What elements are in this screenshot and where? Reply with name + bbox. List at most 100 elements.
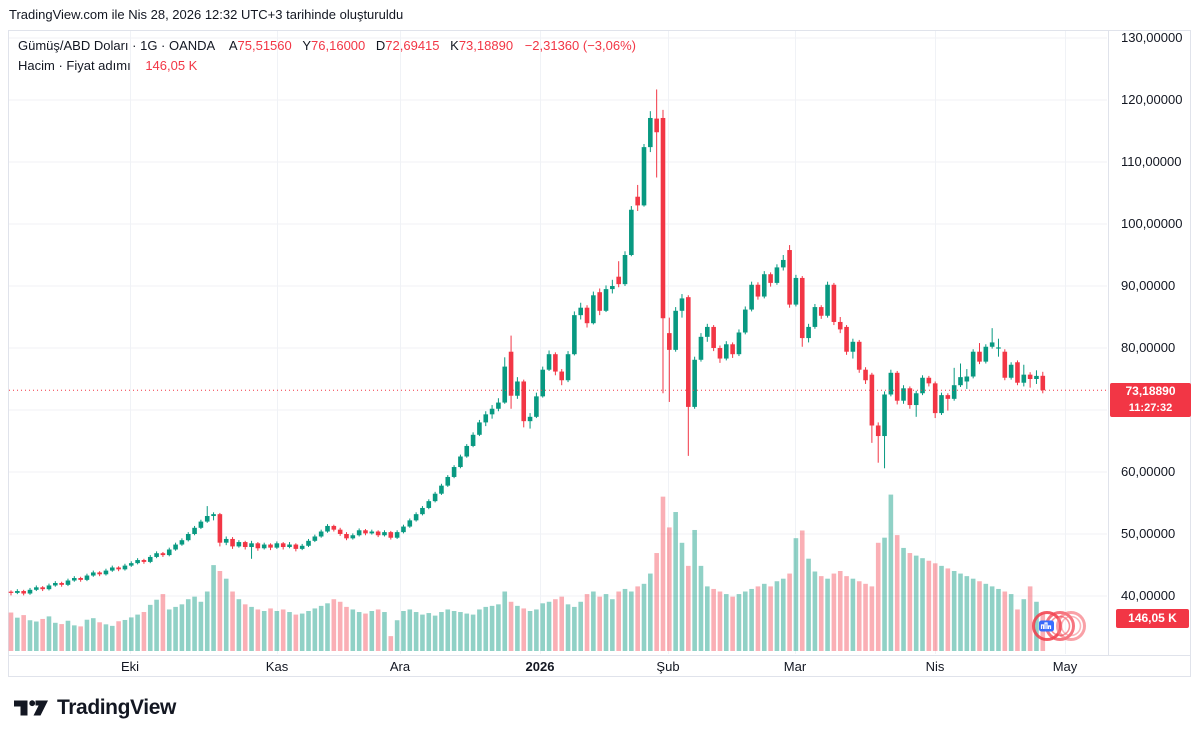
candle-body bbox=[736, 332, 742, 355]
candle-body bbox=[863, 369, 868, 381]
candle-body bbox=[318, 531, 324, 537]
candle-body bbox=[534, 396, 539, 417]
volume-bar bbox=[413, 612, 419, 651]
candle-body bbox=[825, 284, 830, 316]
volume-bar bbox=[242, 604, 248, 651]
candle-body bbox=[217, 514, 223, 543]
candle-body bbox=[597, 292, 602, 311]
candle-body bbox=[173, 544, 178, 550]
price-tick-label: 90,00000 bbox=[1121, 278, 1176, 293]
candle-body bbox=[679, 298, 685, 311]
volume-bar bbox=[470, 614, 476, 651]
volume-bar bbox=[711, 588, 716, 651]
volume-bar bbox=[616, 591, 621, 651]
candle-body bbox=[989, 342, 995, 347]
volume-bar bbox=[926, 560, 932, 651]
candle-body bbox=[970, 351, 976, 377]
volume-current-value: 146,05 K bbox=[145, 58, 198, 73]
volume-bar bbox=[407, 609, 413, 651]
candle-body bbox=[1008, 364, 1014, 378]
candle-body bbox=[312, 536, 318, 541]
candle-body bbox=[192, 527, 197, 534]
candle-body bbox=[844, 326, 849, 352]
open-label: A bbox=[228, 38, 238, 53]
candle-body bbox=[331, 525, 337, 530]
candle-body bbox=[306, 540, 311, 546]
candle-body bbox=[806, 326, 811, 339]
volume-bar bbox=[856, 581, 862, 651]
price-scale[interactable]: 130,00000 120,00000 110,00000 100,00000 90,0… bbox=[1108, 30, 1192, 655]
candle-body bbox=[622, 255, 628, 285]
volume-bar bbox=[268, 608, 273, 651]
volume-bar bbox=[667, 527, 672, 651]
candle-body bbox=[470, 434, 476, 446]
candle-body bbox=[1021, 374, 1027, 383]
candle-body bbox=[141, 560, 147, 562]
candle-body bbox=[578, 307, 583, 316]
volume-legend-row[interactable]: Hacim · Fiyat adımı 146,05 K bbox=[18, 56, 636, 75]
candle-body bbox=[160, 553, 166, 556]
volume-bar bbox=[717, 591, 723, 651]
volume-bar bbox=[477, 609, 482, 651]
volume-bar bbox=[679, 542, 685, 651]
volume-bar bbox=[439, 612, 444, 651]
candle-body bbox=[648, 117, 653, 148]
volume-bar bbox=[1008, 594, 1014, 651]
candle-body bbox=[945, 395, 951, 399]
candle-body bbox=[768, 274, 773, 283]
volume-bar bbox=[806, 558, 811, 651]
candle-body bbox=[27, 589, 33, 594]
tradingview-wordmark: TradingView bbox=[57, 696, 176, 719]
volume-bar bbox=[312, 608, 318, 651]
volume-bar bbox=[160, 594, 166, 651]
volume-bar bbox=[553, 599, 558, 651]
volume-bar bbox=[274, 611, 280, 651]
candle-body bbox=[40, 587, 45, 590]
candle-body bbox=[116, 567, 121, 570]
volume-bar bbox=[72, 625, 77, 651]
price-tick-label: 100,00000 bbox=[1121, 216, 1183, 231]
volume-bar bbox=[913, 555, 919, 651]
volume-bar bbox=[502, 591, 508, 651]
volume-bar bbox=[825, 578, 830, 651]
candle-body bbox=[502, 366, 508, 403]
volume-bar bbox=[135, 614, 140, 651]
candle-body bbox=[894, 372, 900, 401]
candle-body bbox=[717, 348, 723, 359]
candle-body bbox=[407, 520, 413, 527]
candle-body bbox=[774, 267, 780, 283]
volume-bar bbox=[1027, 586, 1033, 651]
candle-body bbox=[907, 388, 913, 406]
volume-bar bbox=[15, 617, 20, 651]
tradingview-logo-link[interactable]: TradingView bbox=[14, 696, 176, 720]
volume-bar bbox=[236, 599, 242, 651]
candle-body bbox=[464, 445, 470, 457]
candle-body bbox=[394, 532, 400, 538]
volume-bar bbox=[464, 613, 470, 651]
volume-bar bbox=[932, 563, 938, 651]
volume-bar bbox=[483, 606, 489, 651]
volume-bar bbox=[198, 601, 204, 651]
candle-body bbox=[901, 388, 906, 401]
volume-bar bbox=[97, 622, 102, 651]
volume-bar bbox=[597, 596, 602, 651]
volume-bar bbox=[901, 547, 906, 651]
volume-bar bbox=[527, 611, 533, 651]
tradingview-mark-icon bbox=[14, 700, 48, 716]
candle-body bbox=[293, 544, 299, 549]
candle-body bbox=[610, 286, 615, 290]
candle-body bbox=[382, 532, 387, 536]
candle-body bbox=[97, 572, 102, 575]
time-scale[interactable]: Eki Kas Ara 2026 Şub Mar Nis May bbox=[8, 656, 1192, 677]
candle-body bbox=[641, 147, 647, 206]
symbol-legend-row[interactable]: Gümüş/ABD Doları · 1G · OANDA A75,51560 … bbox=[18, 36, 636, 55]
volume-bar bbox=[648, 573, 653, 651]
volume-bar bbox=[1034, 601, 1039, 651]
volume-bar bbox=[875, 542, 881, 651]
candle-body bbox=[135, 560, 140, 564]
time-tick-label: 2026 bbox=[525, 659, 555, 674]
volume-bar bbox=[818, 576, 824, 651]
volume-bar bbox=[90, 618, 96, 651]
volume-bar bbox=[204, 591, 210, 651]
